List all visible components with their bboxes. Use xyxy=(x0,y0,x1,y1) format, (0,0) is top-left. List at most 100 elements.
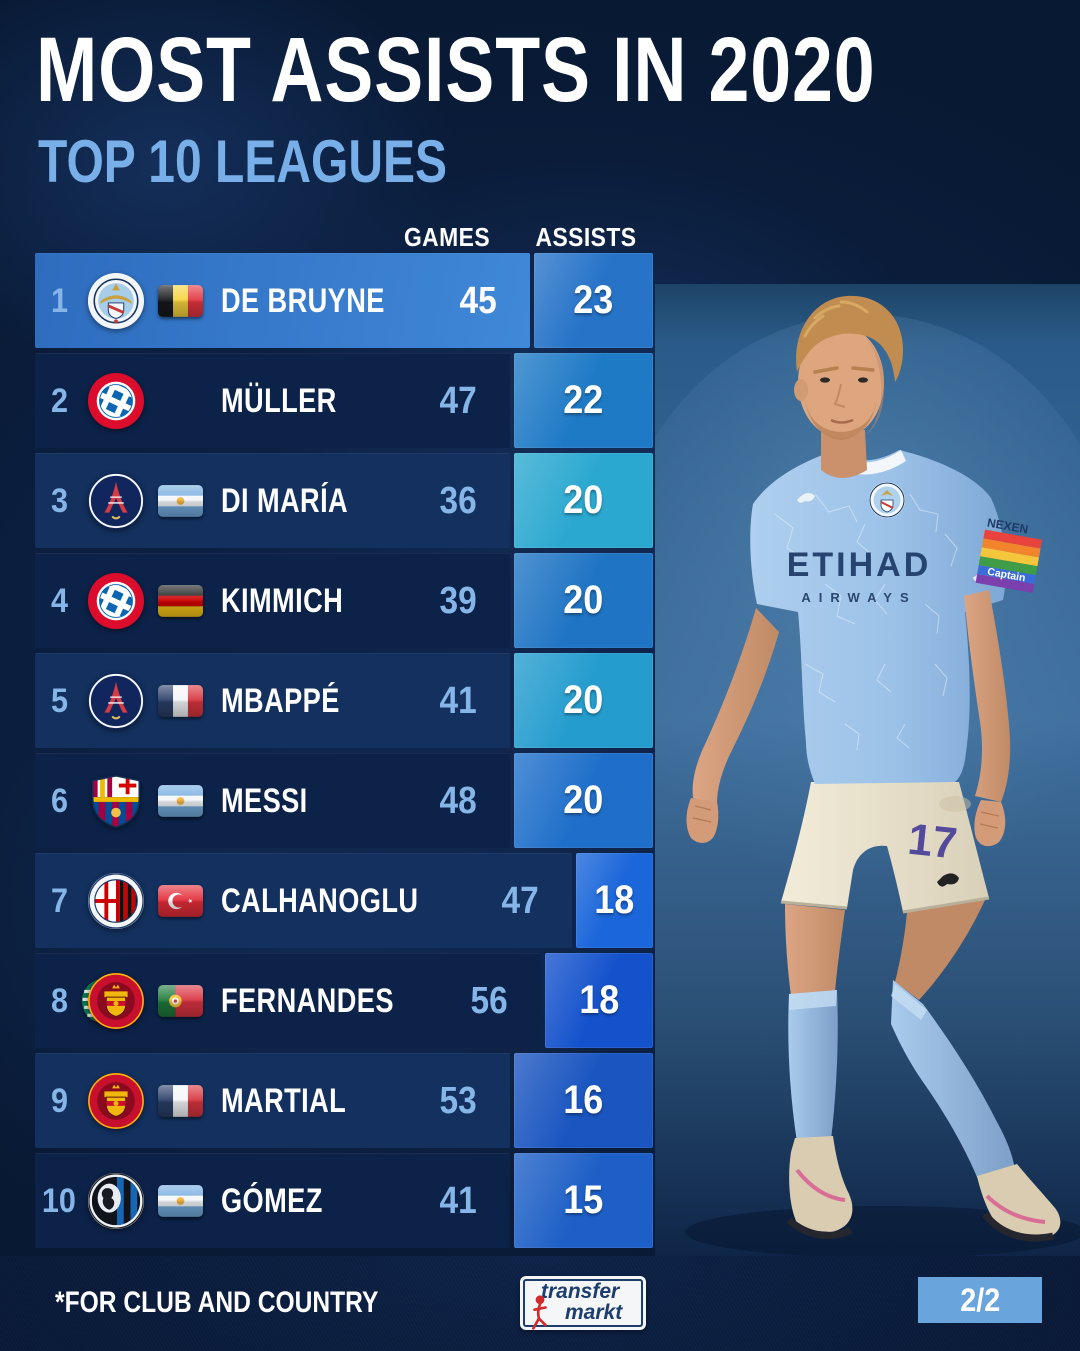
puma-logo-chest xyxy=(797,493,815,503)
assists-value: 22 xyxy=(563,378,604,422)
footnote: *FOR CLUB AND COUNTRY xyxy=(55,1286,379,1319)
row-main: 1 DE BRUYNE 45 xyxy=(35,253,530,348)
rank-label: 2 xyxy=(50,381,68,420)
table-row: 7 CALHANOGLU 47 18 xyxy=(35,853,653,948)
ranking-table: 1 DE BRUYNE 45 23 2 MÜLLER 47 22 xyxy=(35,253,653,1253)
page-subtitle: TOP 10 LEAGUES xyxy=(38,128,448,195)
table-row: 3 DI MARÍA 36 20 xyxy=(35,453,653,548)
assists-cell: 20 xyxy=(514,653,653,748)
club-crest xyxy=(869,482,905,518)
man-united-badge-icon xyxy=(87,1072,145,1130)
argentina-flag-icon xyxy=(157,485,203,517)
bayern-badge-icon xyxy=(87,572,145,630)
player-name: MBAPPÉ xyxy=(221,681,340,720)
table-row: 9 MARTIAL 53 16 xyxy=(35,1053,653,1148)
row-main: 3 DI MARÍA 36 xyxy=(35,453,510,548)
games-value: 47 xyxy=(501,879,539,922)
player-name: DE BRUYNE xyxy=(221,281,385,320)
table-row: 10 GÓMEZ 41 15 xyxy=(35,1153,653,1248)
row-main: 4 KIMMICH 39 xyxy=(35,553,510,648)
assists-value: 16 xyxy=(563,1078,604,1122)
country-flag xyxy=(149,585,211,617)
france-flag-icon xyxy=(157,1085,203,1117)
table-row: 5 MBAPPÉ 41 20 xyxy=(35,653,653,748)
games-value: 56 xyxy=(470,979,508,1022)
country-flag xyxy=(149,985,211,1017)
club-badge xyxy=(83,872,149,930)
table-row: 4 KIMMICH 39 20 xyxy=(35,553,653,648)
belgium-flag-icon xyxy=(157,285,203,317)
row-main: 6 MESSI 48 xyxy=(35,753,510,848)
assists-value: 20 xyxy=(563,578,604,622)
atalanta-badge-icon xyxy=(87,1172,145,1230)
rank-label: 6 xyxy=(50,781,68,820)
club-badge xyxy=(83,772,149,830)
club-badge: SCP xyxy=(81,972,149,1030)
psg-badge-icon xyxy=(87,472,145,530)
table-row: 6 MESSI 48 20 xyxy=(35,753,653,848)
ac-milan-badge-icon xyxy=(87,872,145,930)
row-main: 7 CALHANOGLU 47 xyxy=(35,853,572,948)
page-title: MOST ASSISTS IN 2020 xyxy=(36,19,876,121)
player-shirt: ETIHAD AIRWAYS xyxy=(750,450,1006,784)
assists-value: 15 xyxy=(563,1178,604,1222)
rank-label: 7 xyxy=(50,881,68,920)
row-main: 8 SCP FERNANDES 56 xyxy=(35,953,542,1048)
row-main: 10 GÓMEZ 41 xyxy=(35,1153,510,1248)
games-value: 41 xyxy=(439,1179,477,1222)
player-name: GÓMEZ xyxy=(221,1181,323,1220)
assists-cell: 20 xyxy=(514,553,653,648)
column-header-assists: ASSISTS xyxy=(535,222,637,252)
club-badge xyxy=(83,272,149,330)
games-value: 41 xyxy=(439,679,477,722)
assists-value: 20 xyxy=(563,478,604,522)
club-badge xyxy=(83,472,149,530)
player-name: DI MARÍA xyxy=(221,481,349,520)
assists-value: 23 xyxy=(573,278,614,322)
transfermarkt-logo: transfer markt xyxy=(520,1276,646,1330)
turkey-flag-icon xyxy=(157,885,203,917)
brand-word-1: transfer xyxy=(541,1280,620,1303)
barcelona-badge-icon xyxy=(92,775,140,828)
transfermarkt-figure-icon xyxy=(532,1295,547,1330)
player-left-arm: NEXEN Captain xyxy=(964,516,1043,847)
shorts-number: 17 xyxy=(906,815,960,869)
assists-value: 18 xyxy=(579,978,620,1022)
man-city-badge-icon xyxy=(87,272,145,330)
brand-word-2: markt xyxy=(565,1301,623,1324)
player-back-leg xyxy=(891,900,1061,1242)
country-flag xyxy=(149,785,211,817)
shirt-crackle-pattern xyxy=(774,493,958,751)
puma-logo-shorts xyxy=(937,873,959,887)
player-photo: 17 xyxy=(655,284,1080,1256)
table-row: 8 SCP FERNANDES 56 18 xyxy=(35,953,653,1048)
argentina-flag-icon xyxy=(157,1185,203,1217)
assists-value: 20 xyxy=(563,778,604,822)
games-value: 47 xyxy=(439,379,477,422)
table-row: 2 MÜLLER 47 22 xyxy=(35,353,653,448)
club-badge xyxy=(83,372,149,430)
club-badge xyxy=(83,672,149,730)
pagination-badge: 2/2 xyxy=(918,1277,1042,1323)
assists-cell: 15 xyxy=(514,1153,653,1248)
jersey-sponsor-2: AIRWAYS xyxy=(801,590,916,605)
player-photo-svg: 17 xyxy=(655,284,1080,1256)
player-right-arm xyxy=(686,608,779,843)
assists-value: 20 xyxy=(563,678,604,722)
portugal-flag-icon xyxy=(157,985,203,1017)
assists-value: 18 xyxy=(594,878,635,922)
games-value: 48 xyxy=(439,779,477,822)
country-flag xyxy=(149,685,211,717)
club-badge xyxy=(83,1172,149,1230)
rank-label: 9 xyxy=(50,1081,68,1120)
rank-label: 1 xyxy=(50,281,68,320)
rank-label: 5 xyxy=(50,681,68,720)
club-badge xyxy=(83,1072,149,1130)
player-name: FERNANDES xyxy=(221,981,394,1020)
row-main: 5 MBAPPÉ 41 xyxy=(35,653,510,748)
row-main: 9 MARTIAL 53 xyxy=(35,1053,510,1148)
player-name: MARTIAL xyxy=(221,1081,347,1120)
man-united-badge-icon xyxy=(87,972,145,1030)
country-flag xyxy=(149,285,211,317)
